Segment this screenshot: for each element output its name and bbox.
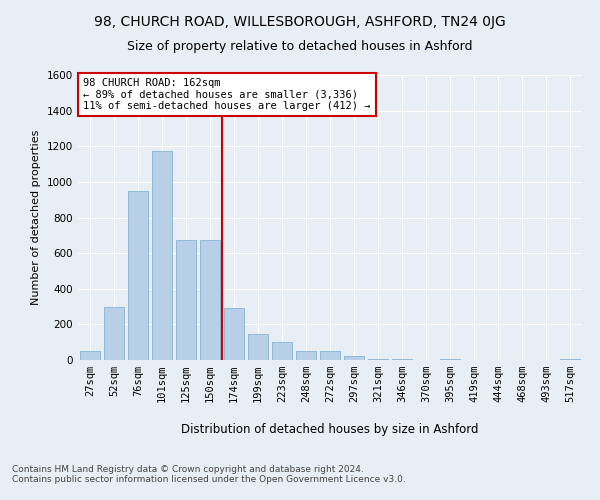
Bar [80,351,100,360]
Bar [248,334,268,360]
Bar [272,342,292,360]
Text: Size of property relative to detached houses in Ashford: Size of property relative to detached ho… [127,40,473,53]
Bar [440,359,460,360]
Bar [344,356,364,360]
Text: Contains HM Land Registry data © Crown copyright and database right 2024.
Contai: Contains HM Land Registry data © Crown c… [12,465,406,484]
Bar [152,150,172,360]
Text: 98 CHURCH ROAD: 162sqm
← 89% of detached houses are smaller (3,336)
11% of semi-: 98 CHURCH ROAD: 162sqm ← 89% of detached… [83,78,371,111]
Bar [200,240,220,360]
Bar [320,351,340,360]
Bar [176,240,196,360]
Bar [560,359,580,360]
Text: Distribution of detached houses by size in Ashford: Distribution of detached houses by size … [181,422,479,436]
Text: 98, CHURCH ROAD, WILLESBOROUGH, ASHFORD, TN24 0JG: 98, CHURCH ROAD, WILLESBOROUGH, ASHFORD,… [94,15,506,29]
Bar [224,308,244,360]
Bar [296,351,316,360]
Y-axis label: Number of detached properties: Number of detached properties [31,130,41,305]
Bar [128,191,148,360]
Bar [392,359,412,360]
Bar [368,359,388,360]
Bar [104,306,124,360]
